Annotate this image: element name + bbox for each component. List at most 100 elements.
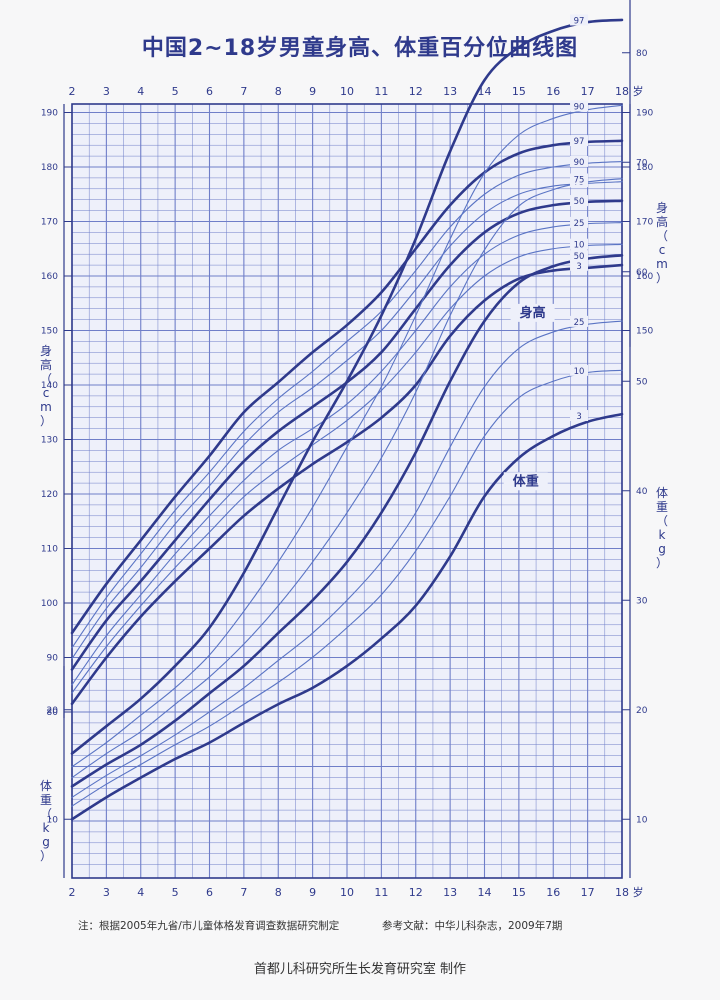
height-label-bg: [570, 238, 589, 250]
y-tick-label-height-right: 170: [636, 218, 653, 228]
x-tick-label-bottom: 6: [206, 886, 213, 899]
y-tick-label-height-right: 150: [636, 327, 653, 337]
x-tick-label-bottom: 7: [240, 886, 247, 899]
y-tick-label-height-left: 190: [41, 109, 58, 119]
x-tick-label-top: 18: [615, 85, 629, 98]
x-tick-label-top: 13: [443, 85, 457, 98]
weight-percentile-label-p90: 90: [574, 102, 585, 112]
weight-label-bg: [570, 250, 589, 262]
x-tick-label-bottom: 3: [103, 886, 110, 899]
height-axis-title-right: 身高（ c m）: [656, 200, 668, 285]
y-tick-label-height-right: 160: [636, 272, 653, 282]
y-tick-label-height-left: 110: [41, 545, 58, 555]
x-tick-label-top: 16: [546, 85, 560, 98]
height-axis-title-left: 身高（ c m）: [40, 343, 52, 428]
y-tick-label-height-left: 150: [41, 327, 58, 337]
y-tick-label-height-left: 170: [41, 218, 58, 228]
x-tick-label-bottom: 10: [340, 886, 354, 899]
x-tick-label-bottom: 15: [512, 886, 526, 899]
weight-curve-p10: [71, 369, 623, 807]
weight-curve-p3: [70, 412, 624, 821]
weight-label-bg: [570, 410, 589, 422]
grid: [71, 104, 623, 878]
height-label-bg: [570, 135, 589, 147]
weight-curve-p50: [70, 254, 624, 788]
y-tick-label-weight-right: 30: [636, 596, 648, 606]
y-tick-label-weight-right: 50: [636, 377, 648, 387]
y-tick-label-weight-right: 80: [636, 49, 648, 59]
x-tick-label-top: 11: [374, 85, 388, 98]
x-tick-label-top: 9: [309, 85, 316, 98]
height-percentile-label-p50: 50: [574, 197, 585, 207]
x-tick-label-bottom: 2: [69, 886, 76, 899]
weight-label-bg: [570, 173, 589, 185]
percentile-curves: [70, 18, 624, 821]
x-unit-bottom: 岁: [633, 885, 644, 899]
curve-labels: 97907550251039790755025103身高体重: [503, 14, 589, 491]
height-curve-p75: [71, 181, 623, 660]
weight-label-bg: [570, 14, 589, 26]
x-tick-label-bottom: 11: [374, 886, 388, 899]
x-unit-top: 岁: [633, 84, 644, 98]
weight-curve-p25: [71, 320, 623, 798]
x-tick-label-bottom: 14: [478, 886, 492, 899]
height-label-bg: [570, 259, 589, 271]
x-tick-label-top: 10: [340, 85, 354, 98]
y-tick-label-weight-right: 60: [636, 268, 648, 278]
height-label-bg: [570, 155, 589, 167]
height-label-bg: [570, 195, 589, 207]
height-percentile-label-p25: 25: [574, 219, 585, 229]
height-curve-p97: [70, 139, 624, 635]
y-tick-label-height-left: 90: [47, 654, 59, 664]
x-tick-label-bottom: 13: [443, 886, 457, 899]
x-tick-label-top: 7: [240, 85, 247, 98]
axes-frame: [63, 0, 631, 879]
weight-axis-title-left: 体重（ k g）: [40, 779, 52, 863]
height-curves-label-bg: [510, 303, 555, 322]
x-tick-label-bottom: 17: [581, 886, 595, 899]
footnote: 注：根据2005年九省/市儿童体格发育调查数据研究制定: [78, 920, 340, 932]
height-curve-p25: [71, 222, 623, 686]
x-tick-label-top: 17: [581, 85, 595, 98]
weight-curves-label-bg: [503, 472, 548, 491]
x-tick-label-top: 3: [103, 85, 110, 98]
height-percentile-label-p10: 10: [574, 241, 585, 251]
weight-axis-title-right: 体重（ k g）: [656, 486, 668, 570]
y-tick-label-weight-right: 40: [636, 487, 648, 497]
x-tick-label-bottom: 9: [309, 886, 316, 899]
y-tick-label-height-left: 180: [41, 163, 58, 173]
y-tick-label-height-right: 180: [636, 163, 653, 173]
weight-percentile-label-p25: 25: [574, 318, 585, 328]
y-tick-label-height-right: 190: [636, 109, 653, 119]
weight-curves-label: 体重: [513, 473, 539, 489]
x-tick-label-top: 15: [512, 85, 526, 98]
weight-percentile-label-p10: 10: [574, 367, 585, 377]
weight-curve-p90: [71, 104, 623, 768]
height-percentile-label-p3: 3: [576, 262, 581, 272]
x-tick-label-top: 5: [172, 85, 179, 98]
height-percentile-label-p90: 90: [574, 158, 585, 168]
weight-label-bg: [570, 315, 589, 327]
y-tick-label-weight-left: 10: [47, 815, 59, 825]
weight-label-bg: [570, 364, 589, 376]
y-tick-label-height-left: 160: [41, 272, 58, 282]
x-tick-label-top: 8: [275, 85, 282, 98]
y-tick-label-height-left: 130: [41, 436, 58, 446]
x-tick-label-bottom: 12: [409, 886, 423, 899]
x-tick-label-top: 6: [206, 85, 213, 98]
height-curve-p90: [71, 161, 623, 649]
height-percentile-label-p97: 97: [574, 137, 585, 147]
y-tick-label-height-left: 80: [47, 708, 59, 718]
weight-percentile-label-p75: 75: [574, 175, 585, 185]
reference-note: 参考文献：中华儿科杂志，2009年7期: [382, 920, 563, 932]
x-tick-label-bottom: 4: [137, 886, 144, 899]
height-label-bg: [570, 216, 589, 228]
weight-percentile-label-p3: 3: [576, 412, 581, 422]
y-tick-label-weight-left: 20: [47, 706, 59, 716]
x-tick-label-top: 12: [409, 85, 423, 98]
weight-percentile-label-p50: 50: [574, 252, 585, 262]
x-tick-label-top: 2: [69, 85, 76, 98]
maker-credit: 首都儿科研究所生长发育研究室 制作: [253, 962, 467, 977]
y-tick-label-weight-right: 20: [636, 706, 648, 716]
x-tick-label-bottom: 5: [172, 886, 179, 899]
